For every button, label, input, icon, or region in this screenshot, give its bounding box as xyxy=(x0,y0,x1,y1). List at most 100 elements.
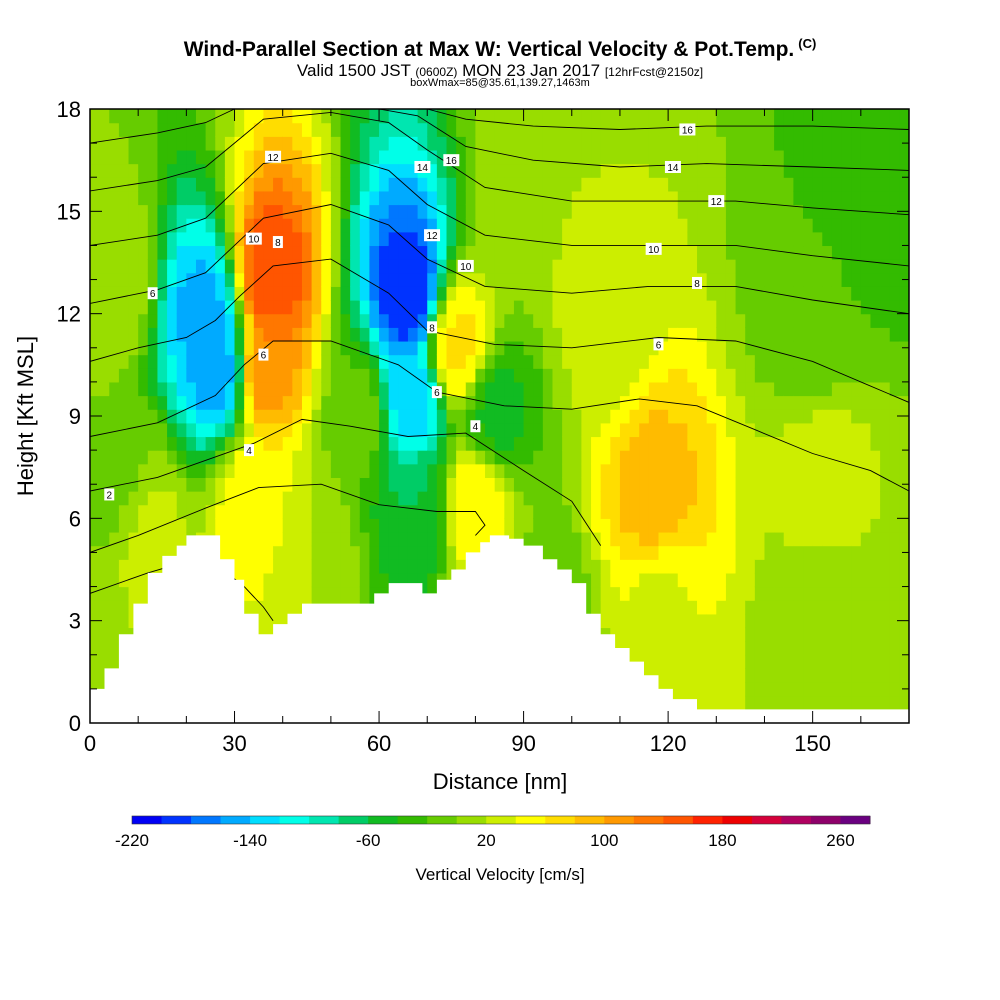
velocity-cell xyxy=(831,395,843,410)
velocity-cell xyxy=(205,286,216,301)
velocity-cell xyxy=(157,204,168,219)
velocity-cell xyxy=(369,204,380,219)
velocity-cell xyxy=(880,286,891,301)
velocity-cell xyxy=(754,340,766,356)
velocity-cell xyxy=(138,477,149,492)
velocity-cell xyxy=(253,422,265,438)
velocity-cell xyxy=(542,272,554,287)
contour-label-text: 8 xyxy=(694,279,700,290)
velocity-cell xyxy=(619,259,631,274)
velocity-cell xyxy=(359,395,371,410)
velocity-cell xyxy=(899,559,909,574)
velocity-cell xyxy=(562,518,573,533)
colorbar: -220 -140 -60 20 100 180 260 xyxy=(115,815,871,850)
velocity-cell xyxy=(118,518,130,533)
velocity-cell xyxy=(244,531,255,547)
velocity-cell xyxy=(870,531,881,547)
velocity-cell xyxy=(803,340,814,356)
velocity-cell xyxy=(350,450,361,465)
contour-label-text: 4 xyxy=(473,422,479,433)
velocity-cell xyxy=(860,340,872,356)
velocity-cell xyxy=(205,218,216,233)
velocity-cell xyxy=(880,409,891,424)
velocity-cell xyxy=(205,477,216,492)
velocity-cell xyxy=(234,491,245,506)
colorbar-swatch xyxy=(456,816,487,824)
velocity-cell xyxy=(860,286,872,301)
velocity-cell xyxy=(841,122,852,137)
velocity-cell xyxy=(812,545,823,560)
velocity-cell xyxy=(658,504,669,519)
velocity-cell xyxy=(880,368,891,383)
velocity-cell xyxy=(610,491,621,506)
velocity-cell xyxy=(456,531,467,547)
velocity-cell xyxy=(350,327,361,342)
velocity-cell xyxy=(167,518,178,533)
velocity-cell xyxy=(282,559,293,574)
velocity-cell xyxy=(330,395,342,410)
velocity-cell xyxy=(697,409,708,424)
velocity-cell xyxy=(774,163,785,178)
velocity-cell xyxy=(369,313,380,328)
velocity-cell xyxy=(639,122,650,137)
velocity-cell xyxy=(725,613,737,629)
velocity-cell xyxy=(176,190,187,206)
velocity-cell xyxy=(860,559,872,574)
velocity-cell xyxy=(697,190,708,206)
velocity-cell xyxy=(273,613,284,629)
velocity-cell xyxy=(494,122,505,137)
velocity-cell xyxy=(330,368,342,383)
velocity-cell xyxy=(273,340,284,356)
velocity-cell xyxy=(407,300,419,315)
velocity-cell xyxy=(533,436,544,451)
velocity-cell xyxy=(889,463,900,478)
velocity-cell xyxy=(533,259,544,274)
velocity-cell xyxy=(379,368,390,383)
velocity-cell xyxy=(629,491,640,506)
velocity-cell xyxy=(619,327,631,342)
velocity-cell xyxy=(610,504,621,519)
velocity-cell xyxy=(619,381,631,397)
velocity-cell xyxy=(456,149,467,165)
velocity-cell xyxy=(427,177,438,192)
velocity-cell xyxy=(851,668,862,683)
velocity-cell xyxy=(658,122,669,137)
velocity-cell xyxy=(591,204,602,219)
velocity-cell xyxy=(860,163,872,178)
velocity-cell xyxy=(571,504,582,519)
velocity-cell xyxy=(118,559,130,574)
velocity-cell xyxy=(485,204,496,219)
velocity-cell xyxy=(648,518,660,533)
velocity-cell xyxy=(860,109,872,124)
velocity-cell xyxy=(427,245,438,260)
velocity-cell xyxy=(774,627,785,642)
velocity-cell xyxy=(407,409,419,424)
velocity-cell xyxy=(668,368,679,383)
velocity-cell xyxy=(456,231,467,247)
velocity-cell xyxy=(157,368,168,383)
velocity-cell xyxy=(147,259,159,274)
velocity-cell xyxy=(234,218,245,233)
velocity-cell xyxy=(600,122,611,137)
velocity-cell xyxy=(629,286,640,301)
velocity-cell xyxy=(369,163,380,178)
velocity-cell xyxy=(485,436,496,451)
velocity-cell xyxy=(783,286,794,301)
velocity-cell xyxy=(668,504,679,519)
velocity-cell xyxy=(407,518,419,533)
velocity-cell xyxy=(831,368,843,383)
velocity-cell xyxy=(706,136,717,151)
velocity-cell xyxy=(215,409,226,424)
velocity-cell xyxy=(831,613,843,629)
velocity-cell xyxy=(803,245,814,260)
velocity-cell xyxy=(321,531,332,547)
velocity-cell xyxy=(581,586,592,601)
velocity-cell xyxy=(138,313,149,328)
velocity-cell xyxy=(99,463,110,478)
velocity-cell xyxy=(273,313,284,328)
velocity-cell xyxy=(427,450,438,465)
velocity-cell xyxy=(359,122,371,137)
velocity-cell xyxy=(195,122,207,137)
velocity-cell xyxy=(783,545,794,560)
velocity-cell xyxy=(311,327,322,342)
